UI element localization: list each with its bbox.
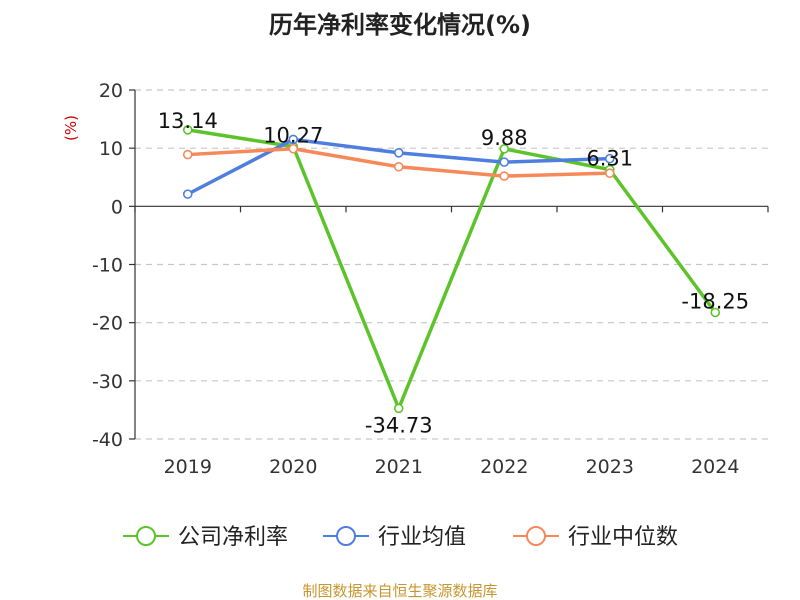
data-point — [604, 168, 615, 178]
data-point — [182, 149, 193, 160]
y-tick-label: 10 — [99, 138, 123, 160]
legend-label: 行业中位数 — [568, 525, 678, 550]
y-tick-label: -20 — [92, 313, 123, 335]
legend-label: 公司净利率 — [178, 525, 288, 550]
axes: 20 10 0 -10 -20 -30 -40 2019 2020 2021 2022 2023 202… — [92, 80, 769, 478]
data-point — [393, 161, 404, 172]
data-point — [499, 171, 510, 181]
x-tick-label: 2021 — [375, 456, 423, 478]
y-tick-label: 0 — [111, 196, 123, 218]
series-line — [187, 128, 717, 411]
data-point — [499, 157, 510, 167]
x-tick-label: 2022 — [480, 456, 528, 478]
y-tick-label: 20 — [99, 80, 123, 102]
legend-label: 行业均值 — [378, 525, 466, 550]
data-label: -18.25 — [681, 289, 749, 313]
y-tick-label: -30 — [92, 371, 123, 393]
data-point — [393, 148, 404, 158]
x-tick-label: 2023 — [586, 456, 634, 478]
data-label: -34.73 — [365, 413, 433, 437]
series-layer — [182, 125, 721, 414]
data-label: 13.14 — [158, 109, 218, 133]
data-point — [182, 125, 193, 135]
data-labels: 13.14 10.27 -34.73 9.88 6.31 -18.25 — [158, 109, 749, 437]
data-point — [288, 134, 299, 145]
data-point — [393, 403, 404, 414]
x-tick-label: 2024 — [691, 456, 739, 478]
y-tick-label: -40 — [92, 429, 123, 451]
legend-marker — [136, 526, 156, 546]
x-tick-label: 2019 — [164, 456, 212, 478]
data-label: 9.88 — [481, 126, 528, 150]
data-point — [182, 189, 193, 199]
legend-marker — [336, 526, 356, 546]
x-tick-label: 2020 — [269, 456, 317, 478]
legend-marker — [526, 526, 546, 546]
data-point — [710, 307, 721, 318]
legend: 公司净利率 行业均值 行业中位数 — [123, 525, 678, 550]
data-point — [288, 143, 299, 154]
y-tick-label: -10 — [92, 255, 123, 277]
source-note: 制图数据来自恒生聚源数据库 — [302, 582, 497, 600]
data-label: 6.31 — [586, 147, 633, 171]
data-point — [499, 144, 510, 154]
chart-title: 历年净利率变化情况(%) — [269, 11, 531, 39]
grid-lines — [135, 89, 768, 440]
data-label: 10.27 — [263, 124, 323, 148]
data-point — [604, 153, 615, 164]
y-axis-unit: (%) — [62, 115, 80, 141]
